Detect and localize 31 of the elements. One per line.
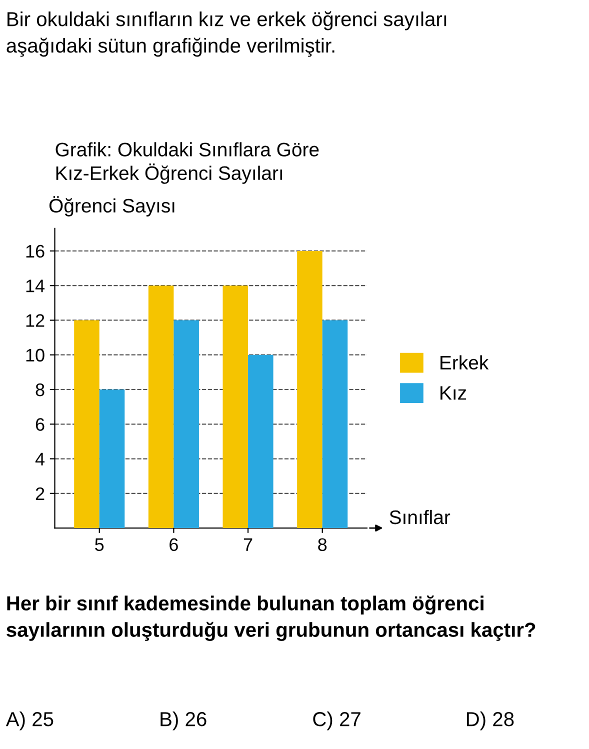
y-tick-label: 12 — [26, 314, 44, 327]
y-axis-title: Öğrenci Sayısı — [49, 196, 174, 216]
bar — [222, 286, 248, 528]
x-tick-label: 7 — [244, 538, 252, 551]
x-tick-label: 8 — [318, 538, 327, 552]
bar — [297, 250, 322, 528]
legend-label: Erkek — [440, 355, 489, 370]
y-tick-label: 6 — [36, 418, 44, 431]
text: C) 27 — [313, 712, 360, 730]
y-tick-label: 16 — [26, 244, 44, 258]
text: B) 26 — [160, 712, 206, 730]
text: Her bir sınıf kademesinde bulunan toplam öğrenci sayılarının oluşturduğu veri grubunun ortancası kaçtır? — [6, 595, 536, 642]
bar — [99, 390, 125, 528]
x-tick-label: 5 — [95, 538, 104, 552]
chart-title: Grafik: Okuldaki Sınıflara Göre Kız-Erkek Öğrenci Sayıları — [56, 142, 319, 184]
y-tick-label: 10 — [26, 348, 44, 362]
bar — [322, 320, 348, 528]
y-tick-label: 4 — [35, 452, 45, 466]
y-tick-label: 8 — [36, 383, 44, 396]
x-tick-label: 6 — [170, 538, 178, 552]
bar — [148, 286, 174, 528]
legend-label: Kız — [440, 386, 466, 400]
y-tick-label: 14 — [26, 280, 45, 292]
bar — [248, 354, 274, 528]
text: A) 25 — [6, 712, 54, 730]
y-tick-label: 2 — [36, 487, 44, 500]
bar — [174, 320, 199, 528]
bar — [74, 320, 100, 528]
text: Bir okuldaki sınıfların kız ve erkek öğrenci sayıları aşağıdaki sütun grafiğinde verilmiştir. — [6, 11, 446, 57]
x-axis-title: Sınıflar — [390, 510, 450, 524]
text: D) 28 — [466, 712, 514, 730]
